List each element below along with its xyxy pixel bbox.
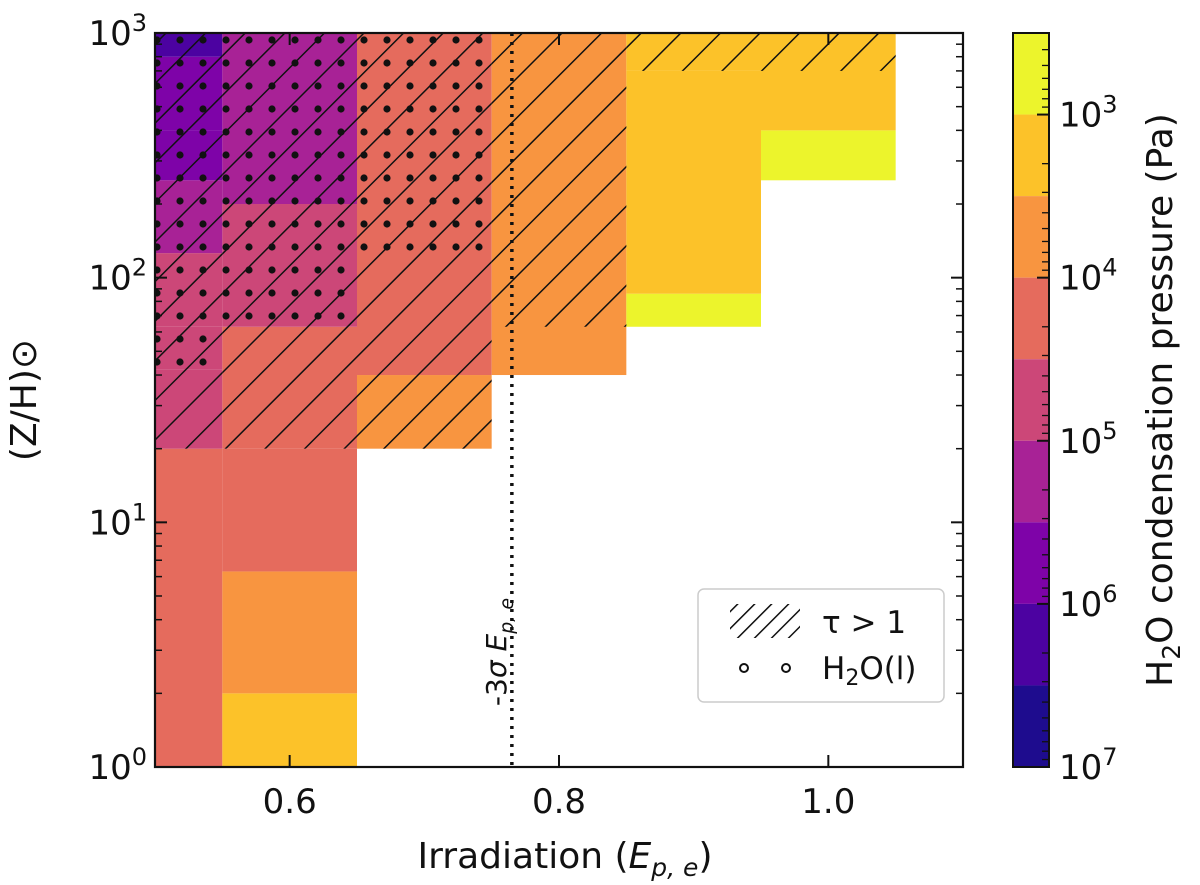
heatmap-cell [761, 130, 896, 181]
colorbar-tick-label: 103 [1059, 91, 1118, 136]
legend-hatch-swatch [730, 604, 800, 638]
colorbar-bin [1013, 522, 1049, 604]
colorbar-tick-label: 107 [1059, 743, 1118, 788]
y-tick-label: 100 [88, 743, 147, 788]
colorbar-ticks: 103 104 105 106 107 [1037, 48, 1118, 788]
colorbar-bin [1013, 440, 1049, 523]
sigma-reference-label: -3σ Ep, e [480, 598, 518, 706]
colorbar-bin [1013, 114, 1049, 197]
colorbar-tick-label: 104 [1059, 254, 1118, 299]
heatmap-cell [222, 448, 357, 572]
heatmap-cell [626, 293, 761, 327]
liquid-water-region [357, 33, 492, 254]
colorbar-bin [1013, 277, 1049, 360]
x-tick-label: 0.8 [532, 782, 586, 822]
colorbar-bin [1013, 603, 1049, 686]
liquid-water-region [222, 33, 357, 327]
x-tick-label: 0.6 [263, 782, 317, 822]
x-tick-label: 1.0 [801, 782, 855, 822]
heatmap-cell [222, 571, 357, 694]
legend-label-tau: τ > 1 [822, 605, 906, 641]
colorbar-tick-label: 106 [1059, 580, 1118, 625]
hatch-region [626, 33, 761, 71]
y-tick-label: 103 [88, 9, 147, 54]
colorbar-label: H2O condensation pressure (Pa) [1140, 113, 1186, 687]
dot-overlay [155, 33, 492, 376]
colorbar-tick-label: 105 [1059, 417, 1118, 462]
y-axis-ticks: 100 101 102 103 [88, 9, 963, 788]
colorbar-frame [1012, 32, 1050, 768]
colorbar-bin [1013, 196, 1049, 278]
y-tick-label: 101 [88, 498, 147, 543]
y-axis-label: (Z/H)⊙ [4, 339, 45, 461]
colorbar-bin [1013, 685, 1049, 767]
legend-dots-swatch [739, 663, 791, 673]
heatmap-cell [626, 70, 761, 294]
y-tick-label: 102 [88, 254, 147, 299]
legend: τ > 1 H2O(l) [697, 588, 945, 703]
colorbar [1013, 33, 1049, 767]
colorbar-bin [1013, 33, 1049, 115]
colorbar-bin [1013, 359, 1049, 441]
heatmap-cell [222, 693, 357, 767]
legend-label-water: H2O(l) [822, 651, 917, 691]
hatch-region [491, 33, 627, 327]
heatmap-cell [155, 448, 223, 767]
x-axis-label: Irradiation (Ep, e) [418, 836, 713, 882]
x-axis-ticks: 0.6 0.8 1.0 [263, 33, 855, 822]
liquid-water-region [155, 33, 223, 376]
